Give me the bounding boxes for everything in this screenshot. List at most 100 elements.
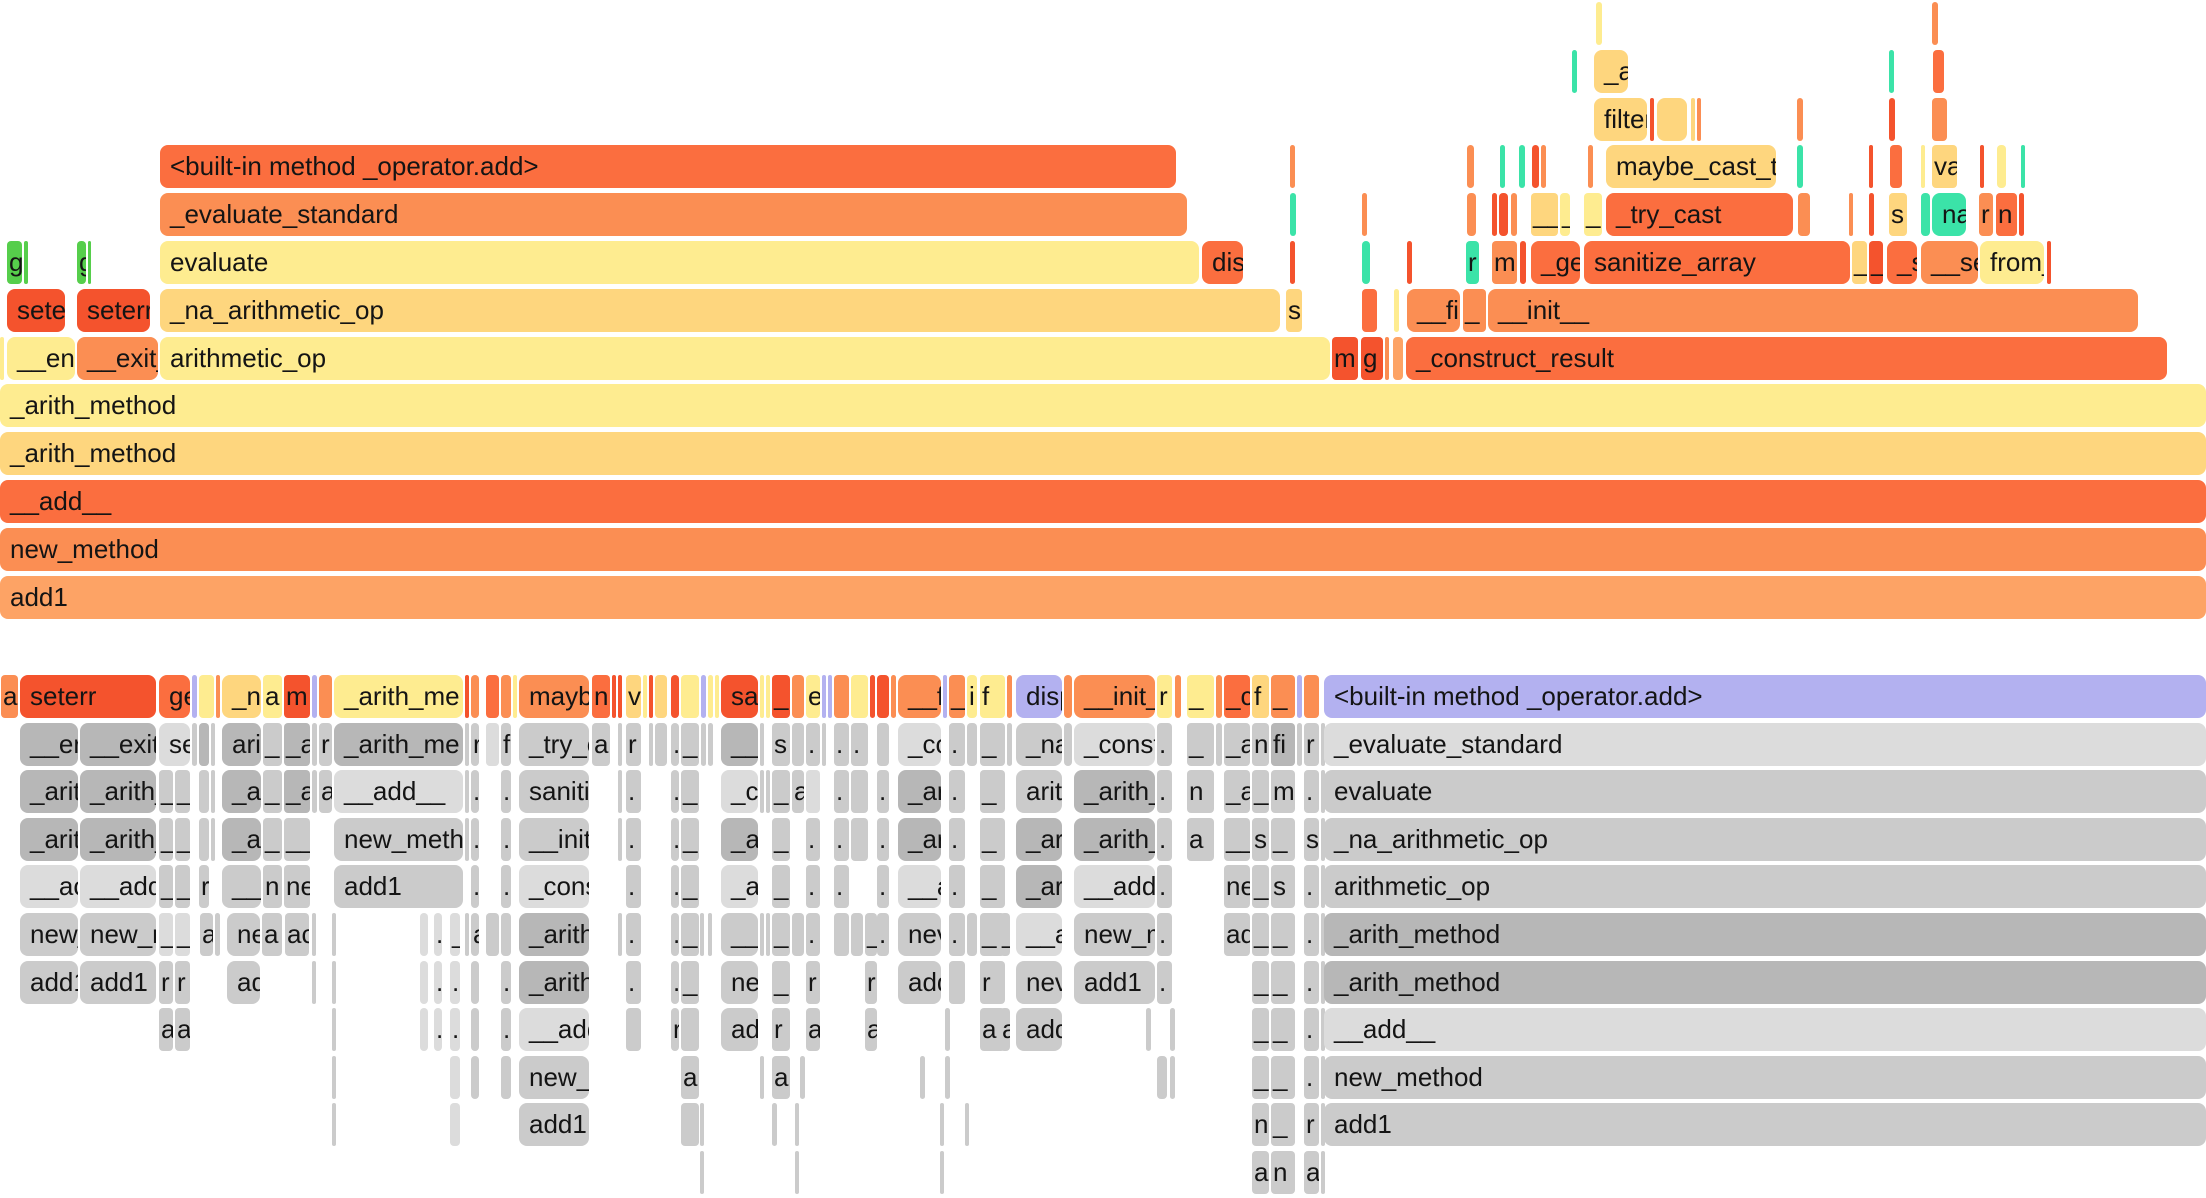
frame-bar-r[interactable]: r xyxy=(671,1008,679,1052)
frame-bar-r[interactable]: r xyxy=(1304,722,1319,766)
frame-bar[interactable] xyxy=(851,770,868,814)
frame-bar-_na_arithmetic_op[interactable]: _na_arithmetic_op xyxy=(1324,817,2206,861)
frame-bar-_arith_[interactable]: _arith_ xyxy=(80,817,156,861)
frame-bar-_[interactable]: _ xyxy=(1271,1103,1295,1147)
frame-bar[interactable] xyxy=(945,1008,950,1052)
frame-bar[interactable] xyxy=(486,913,499,956)
frame-bar[interactable] xyxy=(1297,722,1302,766)
frame-bar-__init_[interactable]: __init_ xyxy=(1074,675,1155,718)
frame-bar[interactable] xyxy=(681,1103,699,1147)
frame-bar-__se[interactable]: __se xyxy=(1921,241,1978,284)
frame-bar[interactable] xyxy=(2021,145,2025,189)
frame-bar[interactable] xyxy=(940,1151,944,1194)
frame-bar-m[interactable]: m xyxy=(1332,336,1358,380)
frame-bar-n[interactable]: n xyxy=(263,865,282,909)
frame-bar[interactable] xyxy=(1304,675,1319,718)
frame-bar-a[interactable]: a xyxy=(592,722,610,766)
frame-bar-_[interactable]: _ xyxy=(1271,960,1295,1004)
frame-bar[interactable] xyxy=(877,722,889,766)
frame-bar-ne[interactable]: ne xyxy=(721,960,758,1004)
frame-bar[interactable] xyxy=(1321,960,1325,1004)
frame-bar-[interactable]: . xyxy=(1157,913,1172,956)
frame-bar[interactable] xyxy=(760,913,764,956)
frame-bar[interactable] xyxy=(192,722,197,766)
frame-bar[interactable] xyxy=(940,1103,944,1147)
frame-bar[interactable] xyxy=(792,722,804,766)
frame-bar-r[interactable]: r xyxy=(175,960,190,1004)
frame-bar-_s[interactable]: _s xyxy=(1887,241,1917,284)
frame-bar[interactable] xyxy=(312,675,317,718)
frame-bar[interactable] xyxy=(891,675,896,718)
frame-bar-[interactable]: . xyxy=(806,722,820,766)
frame-bar-__er[interactable]: __er xyxy=(20,722,78,766)
frame-bar[interactable] xyxy=(1889,49,1894,93)
frame-bar-_[interactable]: _ xyxy=(1271,675,1295,718)
frame-bar-[interactable]: . xyxy=(1304,960,1319,1004)
frame-bar[interactable] xyxy=(671,675,679,718)
frame-bar[interactable] xyxy=(877,675,889,718)
frame-bar[interactable] xyxy=(216,675,220,718)
frame-bar-a[interactable]: a xyxy=(159,1008,173,1052)
frame-bar[interactable] xyxy=(766,675,770,718)
frame-bar[interactable] xyxy=(0,336,4,380)
frame-bar-__[interactable]: __ xyxy=(1531,193,1558,237)
frame-bar[interactable] xyxy=(1797,97,1803,141)
frame-bar[interactable] xyxy=(1297,675,1302,718)
frame-bar-_arith_method[interactable]: _arith_method xyxy=(0,432,2206,476)
frame-bar-new_m[interactable]: new_m xyxy=(80,913,156,956)
frame-bar[interactable] xyxy=(465,722,469,766)
frame-bar-[interactable]: . xyxy=(834,722,849,766)
frame-bar[interactable] xyxy=(1532,145,1539,189)
frame-bar[interactable] xyxy=(312,770,317,814)
frame-bar-g[interactable]: g xyxy=(77,241,86,284)
frame-bar[interactable] xyxy=(834,913,849,956)
frame-bar[interactable] xyxy=(1146,1008,1151,1052)
frame-bar[interactable] xyxy=(1932,2,1938,45)
frame-bar-fi[interactable]: fi xyxy=(1271,722,1295,766)
frame-bar[interactable] xyxy=(1890,145,1902,189)
frame-bar[interactable] xyxy=(2019,193,2024,237)
frame-bar[interactable] xyxy=(1499,193,1508,237)
frame-bar-s[interactable]: s xyxy=(1252,817,1269,861)
frame-bar[interactable] xyxy=(643,675,647,718)
frame-bar-arithmetic_op[interactable]: arithmetic_op xyxy=(1324,865,2206,909)
frame-bar[interactable] xyxy=(1393,336,1403,380)
frame-bar-[interactable]: . xyxy=(851,722,868,766)
frame-bar-add1[interactable]: add1 xyxy=(519,1103,589,1147)
frame-bar-evaluate[interactable]: evaluate xyxy=(1324,770,2206,814)
frame-bar-[interactable]: . xyxy=(1304,913,1319,956)
frame-bar-s[interactable]: s xyxy=(1286,288,1302,332)
frame-bar[interactable] xyxy=(1697,97,1701,141)
frame-bar-a[interactable]: a xyxy=(1000,1008,1010,1052)
frame-bar[interactable] xyxy=(708,675,713,718)
frame-bar[interactable] xyxy=(211,817,215,861)
frame-bar-a[interactable]: a xyxy=(865,1008,877,1052)
frame-bar[interactable] xyxy=(851,675,868,718)
frame-bar[interactable] xyxy=(822,722,826,766)
frame-bar-[interactable]: . xyxy=(949,722,965,766)
frame-bar-r[interactable]: r xyxy=(159,960,173,1004)
frame-bar-ne[interactable]: ne xyxy=(1224,865,1250,909)
frame-bar[interactable] xyxy=(486,675,499,718)
frame-bar-na[interactable]: na xyxy=(1932,193,1966,237)
frame-bar[interactable] xyxy=(319,675,332,718)
frame-bar-add[interactable]: add xyxy=(898,960,941,1004)
frame-bar-_a[interactable]: _a xyxy=(1224,770,1250,814)
frame-bar[interactable] xyxy=(192,675,197,718)
frame-bar-ac[interactable]: ac xyxy=(285,913,309,956)
frame-bar[interactable] xyxy=(655,675,667,718)
frame-bar-r[interactable]: r xyxy=(772,1008,790,1052)
frame-bar-new_[interactable]: new_ xyxy=(20,913,78,956)
frame-bar[interactable] xyxy=(1869,145,1873,189)
frame-bar[interactable] xyxy=(1933,49,1944,93)
frame-bar-add[interactable]: add xyxy=(1016,1008,1062,1052)
frame-bar-a[interactable]: a xyxy=(772,1055,790,1099)
frame-bar-_arith_[interactable]: _arith_ xyxy=(80,770,156,814)
frame-bar[interactable] xyxy=(1572,49,1577,93)
frame-bar[interactable] xyxy=(1691,97,1695,141)
frame-bar-_try_cast[interactable]: _try_cast xyxy=(1606,193,1793,237)
frame-bar-a[interactable]: a xyxy=(806,1008,820,1052)
frame-bar-__add[interactable]: __add xyxy=(80,865,156,909)
frame-bar[interactable] xyxy=(501,913,511,956)
frame-bar[interactable] xyxy=(943,675,947,718)
